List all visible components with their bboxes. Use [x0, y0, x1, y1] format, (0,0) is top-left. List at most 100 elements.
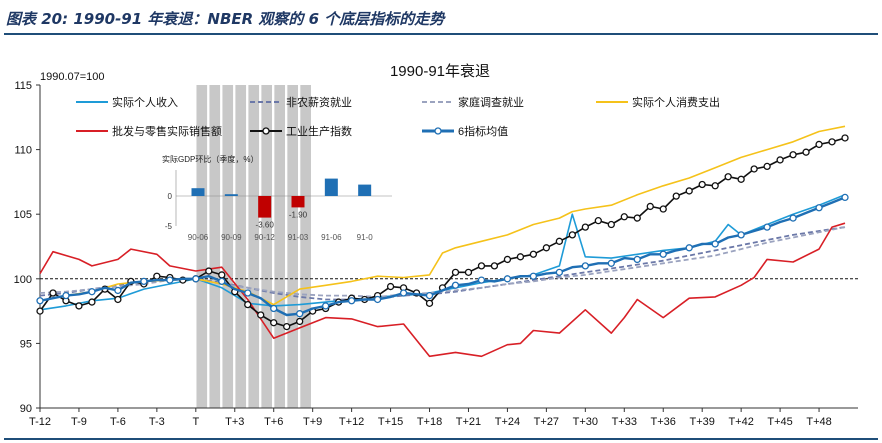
series-marker-6: [218, 277, 226, 286]
figure-caption: 图表 20: 1990-91 年衰退：NBER 观察的 6 个底层指标的走势: [6, 10, 445, 28]
series-marker-6: [36, 297, 44, 305]
series-marker-6: [581, 262, 589, 270]
series-marker-5: [296, 317, 304, 326]
series-marker-5: [633, 214, 641, 222]
inset-x-label: 91-03: [288, 233, 309, 242]
x-tick-label: T+3: [225, 416, 244, 428]
series-marker-6: [88, 288, 96, 296]
x-tick-label: T: [192, 416, 199, 428]
x-tick-label: T+27: [534, 416, 559, 428]
x-tick-label: T+6: [264, 416, 283, 428]
series-marker-6: [166, 276, 174, 284]
series-line-6: [39, 196, 846, 317]
series-marker-6: [529, 272, 538, 280]
series-marker-6: [62, 291, 70, 300]
series-line-5: [39, 137, 846, 328]
inset-y-tick-label: 0: [168, 192, 173, 201]
series-marker-6: [451, 281, 460, 289]
series-marker-6: [114, 286, 122, 295]
caption-divider: [4, 33, 878, 35]
series-marker-5: [218, 271, 226, 279]
series-marker-6: [347, 297, 356, 305]
legend-label: 实际个人消费支出: [632, 95, 720, 109]
series-marker-6: [244, 289, 252, 297]
series-marker-5: [776, 156, 784, 164]
x-tick-label: T-3: [149, 416, 165, 428]
inset-bar: [291, 196, 305, 208]
inset-bar: [224, 194, 238, 196]
series-marker-6: [555, 268, 564, 276]
recession-shade-stripe: [209, 85, 221, 408]
y-tick-label: 95: [20, 338, 32, 350]
series-marker-6: [815, 204, 823, 212]
series-marker-6: [399, 289, 408, 297]
series-marker-5: [698, 180, 706, 189]
series-marker-5: [36, 307, 44, 315]
inset-x-label: 90-09: [221, 233, 242, 242]
series-marker-5: [477, 262, 486, 270]
series-line-2: [39, 226, 846, 298]
recession-shade-stripe: [261, 85, 273, 408]
series-marker-6: [633, 255, 641, 264]
series-marker-5: [594, 217, 602, 225]
x-tick-label: T+39: [689, 416, 714, 428]
gdp-inset-chart: 实际GDP环比（季度，%） -5 0 90-06 90-09 90-12 -3.60 91-0…: [162, 154, 392, 242]
series-marker-5: [711, 182, 719, 190]
series-marker-5: [425, 299, 434, 307]
series-marker-5: [114, 295, 122, 304]
recession-shade-stripe: [300, 85, 311, 408]
recession-shade-stripe: [287, 85, 298, 408]
x-tick-label: T+9: [303, 416, 322, 428]
series-marker-5: [257, 311, 265, 319]
bottom-divider: [4, 438, 878, 440]
inset-bar: [324, 178, 338, 196]
x-tick-label: T+15: [378, 416, 403, 428]
legend-label: 6指标均值: [458, 124, 508, 138]
y-tick-label: 115: [14, 80, 32, 92]
series-marker-5: [646, 202, 654, 211]
series-marker-6: [270, 304, 278, 313]
legend-label: 工业生产指数: [286, 124, 352, 138]
series-marker-6: [685, 244, 693, 252]
series-marker-5: [581, 223, 589, 231]
series-marker-5: [503, 255, 512, 264]
legend-label: 非农薪资就业: [286, 95, 352, 109]
series-marker-6: [841, 193, 849, 202]
series-marker-5: [659, 205, 667, 213]
series-marker-5: [841, 134, 849, 142]
series-marker-5: [815, 140, 823, 149]
series-marker-6: [373, 295, 382, 304]
legend-label: 家庭调查就业: [458, 95, 524, 109]
x-tick-label: T+36: [651, 416, 676, 428]
series-marker-5: [490, 262, 499, 270]
series-marker-5: [283, 322, 291, 331]
series-marker-5: [542, 244, 551, 252]
series-marker-6: [711, 240, 719, 248]
inset-x-label: 91-06: [321, 233, 342, 242]
series-marker-5: [205, 267, 213, 275]
inset-bar: [258, 196, 272, 218]
series-marker-5: [620, 213, 628, 221]
series-marker-6: [503, 275, 512, 283]
x-tick-label: T+42: [728, 416, 753, 428]
y-tick-label: 110: [14, 145, 32, 157]
recession-shade-stripe: [222, 85, 234, 408]
series-marker-6: [607, 259, 615, 267]
series-marker-5: [763, 162, 771, 171]
series-marker-5: [153, 272, 161, 280]
series-marker-6: [425, 291, 434, 300]
legend-marker-6: [434, 127, 442, 135]
series-marker-5: [802, 148, 810, 156]
legend-label: 实际个人收入: [112, 95, 178, 109]
series-marker-5: [724, 173, 732, 181]
inset-x-label: 90-12: [254, 233, 275, 242]
x-tick-label: T+18: [417, 416, 442, 428]
series-marker-6: [140, 277, 148, 286]
series-marker-5: [789, 151, 797, 159]
y-tick-label: 100: [14, 274, 32, 286]
series-marker-5: [464, 268, 473, 276]
legend-marker-5: [262, 127, 270, 135]
series-marker-6: [192, 275, 200, 283]
series-marker-6: [296, 310, 304, 318]
series-marker-5: [672, 192, 680, 200]
